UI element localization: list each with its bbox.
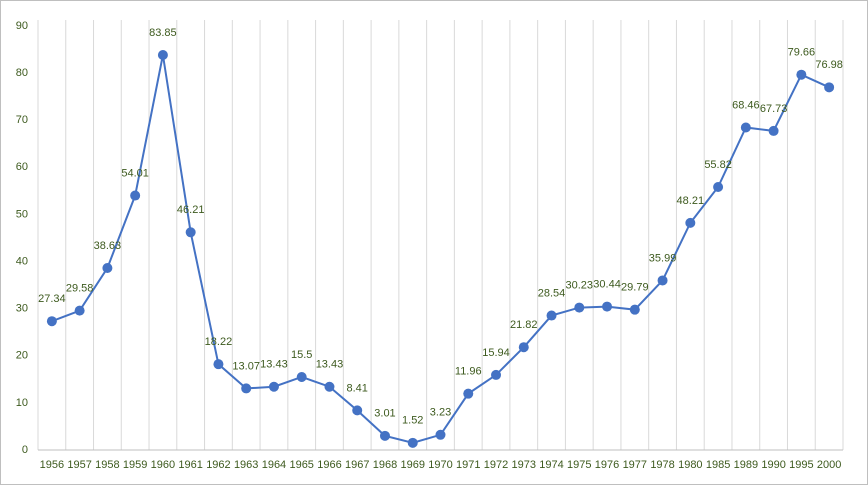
point [296,371,307,382]
point [324,381,335,392]
point [435,429,446,440]
y-tick-label: 10 [16,397,28,409]
x-tick-label: 1958 [95,459,119,471]
data-label: 15.5 [291,349,312,361]
data-label: 21.82 [510,319,538,331]
data-label: 3.01 [374,408,395,420]
point [74,305,85,316]
point [102,263,113,274]
point [602,301,613,312]
data-label: 38.63 [94,240,122,252]
y-tick-label: 50 [16,208,28,220]
data-label: 48.21 [677,195,705,207]
point [629,304,640,315]
point [463,388,474,399]
data-label: 68.46 [732,99,760,111]
x-tick-label: 1977 [623,459,647,471]
data-label: 1.52 [402,415,423,427]
y-tick-label: 90 [16,20,28,32]
data-label: 8.41 [347,382,368,394]
data-label: 13.43 [316,359,344,371]
point [407,437,418,448]
data-label: 83.85 [149,27,177,39]
data-label: 15.94 [482,347,510,359]
data-label: 30.44 [593,279,621,291]
data-label: 30.23 [566,279,594,291]
y-tick-label: 80 [16,67,28,79]
point [491,369,502,380]
point [518,342,529,353]
x-tick-label: 1970 [428,459,452,471]
point [713,182,724,193]
x-tick-label: 1985 [706,459,730,471]
y-tick-label: 60 [16,161,28,173]
point [241,383,252,394]
x-tick-label: 1975 [567,459,591,471]
x-tick-label: 1956 [40,459,64,471]
point [574,302,585,313]
point [740,122,751,133]
point [46,316,57,327]
point [685,217,696,228]
data-label: 76.98 [815,59,843,71]
x-tick-label: 1980 [678,459,702,471]
x-tick-label: 1960 [151,459,175,471]
point [824,82,835,93]
x-tick-label: 1976 [595,459,619,471]
data-label: 13.43 [260,359,288,371]
data-label: 29.79 [621,282,649,294]
x-tick-label: 1962 [206,459,230,471]
x-tick-label: 1959 [123,459,147,471]
x-tick-label: 1973 [512,459,536,471]
point [796,69,807,80]
x-tick-label: 1978 [650,459,674,471]
point [130,190,141,201]
y-tick-label: 40 [16,255,28,267]
x-tick-label: 2000 [817,459,841,471]
x-tick-label: 1972 [484,459,508,471]
point [185,227,196,238]
x-tick-label: 1989 [734,459,758,471]
x-tick-label: 1957 [67,459,91,471]
point [546,310,557,321]
x-tick-label: 1963 [234,459,258,471]
x-tick-label: 1964 [262,459,286,471]
x-tick-label: 1966 [317,459,341,471]
y-tick-label: 0 [22,444,28,456]
x-tick-label: 1965 [289,459,313,471]
x-tick-label: 1995 [789,459,813,471]
point [352,405,363,416]
x-tick-label: 1974 [539,459,563,471]
data-label: 18.22 [205,336,233,348]
data-label: 79.66 [788,47,816,59]
x-tick-label: 1967 [345,459,369,471]
x-tick-label: 1971 [456,459,480,471]
data-label: 46.21 [177,204,205,216]
point [379,430,390,441]
x-tick-label: 1969 [400,459,424,471]
data-label: 11.96 [455,366,482,378]
data-label: 55.82 [704,159,732,171]
data-label: 27.34 [38,293,66,305]
point [157,49,168,60]
point [268,381,279,392]
x-tick-label: 1961 [178,459,202,471]
data-label: 13.07 [232,360,260,372]
x-tick-label: 1990 [761,459,785,471]
data-label: 54.01 [121,167,149,179]
y-tick-label: 30 [16,303,28,315]
data-label: 28.54 [538,287,566,299]
data-label: 29.58 [66,283,94,295]
y-tick-label: 20 [16,350,28,362]
data-label: 35.99 [649,252,677,264]
y-tick-label: 70 [16,114,28,126]
point [657,275,668,286]
data-label: 67.73 [760,103,788,115]
x-tick-label: 1968 [373,459,397,471]
point [213,359,224,370]
data-label: 3.23 [430,407,451,419]
point [768,125,779,136]
